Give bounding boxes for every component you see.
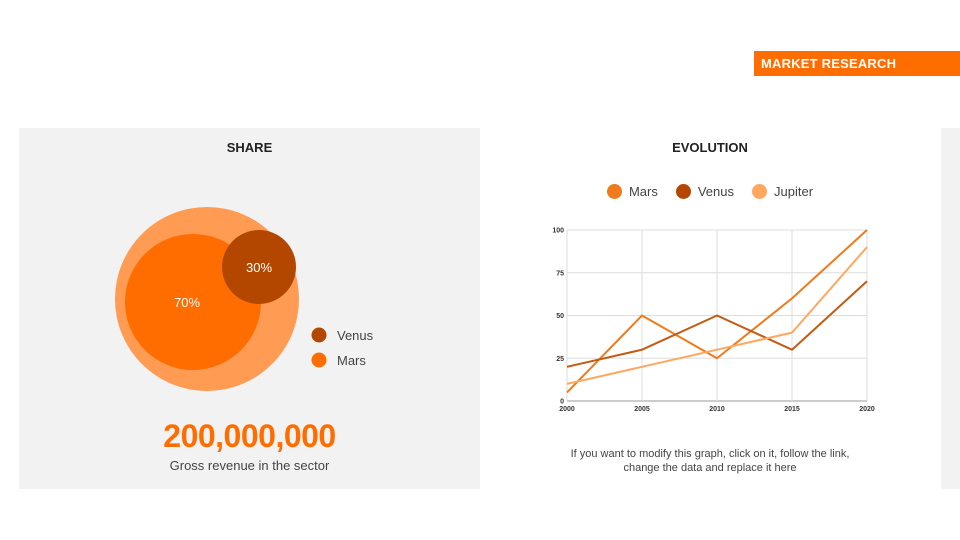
venus-percentage: 30%	[246, 260, 272, 275]
legend-venus-marker	[675, 183, 691, 199]
x-tick-label: 2010	[709, 406, 725, 413]
y-tick-label: 25	[556, 356, 564, 363]
legend-mars-marker	[606, 183, 622, 199]
y-tick-label: 100	[552, 228, 564, 235]
evolution-title: EVOLUTION	[672, 140, 748, 155]
x-tick-label: 2000	[559, 406, 575, 413]
revenue-number: 200,000,000	[163, 418, 336, 454]
x-tick-label: 2020	[859, 406, 875, 413]
evolution-line-chart[interactable]: 0 25 50 75 100 2000 2005 2010 2015 2020	[540, 220, 885, 420]
venus-bubble	[222, 230, 296, 304]
series-line-mars	[566, 229, 868, 394]
legend-venus-label: Venus	[337, 328, 374, 343]
series-line-jupiter	[566, 246, 868, 385]
legend-item-venus: Venus	[675, 183, 734, 199]
series-line-venus	[566, 280, 868, 368]
revenue-caption: Gross revenue in the sector	[169, 458, 330, 473]
chart-legend: Mars Venus Jupiter	[560, 181, 860, 201]
share-bubble-diagram: 30% 70% Venus Mars	[115, 207, 374, 391]
legend-mars-label: Mars	[337, 353, 366, 368]
legend-item-jupiter: Jupiter	[752, 183, 814, 199]
y-tick-label: 75	[556, 270, 564, 277]
share-panel: SHARE 30% 70% Venus Mars 200,000,000 Gro…	[19, 128, 480, 489]
market-research-tag: MARKET RESEARCH	[754, 51, 960, 76]
y-tick-label: 0	[560, 399, 564, 406]
y-tick-label: 50	[556, 313, 564, 320]
next-panel-edge	[941, 128, 960, 489]
legend-jupiter-marker	[752, 183, 767, 199]
legend-mars-dot	[311, 352, 327, 368]
mars-percentage: 70%	[174, 295, 200, 310]
chart-edit-note: If you want to modify this graph, click …	[570, 448, 850, 474]
share-title: SHARE	[226, 140, 273, 155]
x-tick-label: 2015	[784, 406, 800, 413]
legend-item-mars: Mars	[606, 183, 658, 199]
legend-venus-dot	[311, 327, 327, 343]
legend-venus-text: Venus	[697, 183, 734, 199]
x-tick-label: 2005	[634, 406, 650, 413]
legend-mars-text: Mars	[628, 183, 658, 199]
legend-jupiter-text: Jupiter	[774, 183, 814, 199]
